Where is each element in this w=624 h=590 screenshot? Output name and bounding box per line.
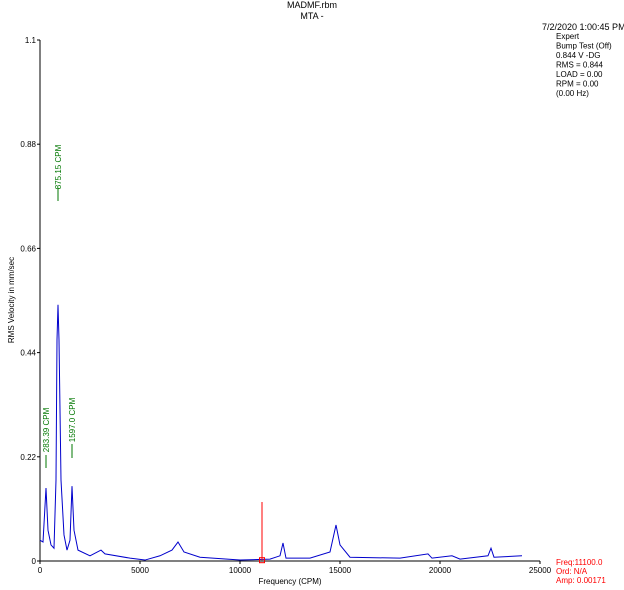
info-line: Bump Test (Off) [556, 42, 612, 51]
peak-annotation: 1597.0 CPM [68, 397, 77, 442]
x-tick-label: 0 [38, 566, 43, 575]
y-tick-label: 0 [32, 557, 37, 566]
y-tick-label: 0.44 [20, 349, 36, 358]
info-line: LOAD = 0.00 [556, 70, 603, 79]
peak-annotation: 875.15 CPM [54, 144, 63, 189]
y-tick-label: 0.88 [20, 140, 36, 149]
y-tick-label: 1.1 [25, 36, 37, 45]
x-tick-label: 15000 [329, 566, 352, 575]
x-axis-label: Frequency (CPM) [258, 577, 321, 586]
x-tick-label: 20000 [429, 566, 452, 575]
x-tick-label: 5000 [131, 566, 149, 575]
x-tick-label: 25000 [529, 566, 552, 575]
cursor-marker [259, 557, 265, 564]
info-line: RPM = 0.00 [556, 80, 599, 89]
info-line: (0.00 Hz) [556, 89, 589, 98]
info-line: Expert [556, 32, 580, 41]
chart-subtitle: MTA - [300, 11, 323, 21]
info-date: 7/2/2020 1:00:45 PM [542, 22, 624, 32]
cursor-label: Freq:11100.0 [556, 558, 603, 567]
spectrum-line [39, 304, 523, 561]
y-tick-label: 0.22 [20, 453, 36, 462]
y-tick-label: 0.66 [20, 244, 36, 253]
chart-title: MADMF.rbm [287, 0, 337, 10]
peak-annotation: 283.39 CPM [42, 407, 51, 452]
info-line: RMS = 0.844 [556, 61, 603, 70]
cursor-label: Ord: N/A [556, 567, 588, 576]
info-line: 0.844 V -DG [556, 51, 600, 60]
cursor-label: Amp: 0.00171 [556, 576, 606, 585]
y-axis-label: RMS Velocity in mm/sec [7, 257, 16, 343]
x-tick-label: 10000 [229, 566, 252, 575]
